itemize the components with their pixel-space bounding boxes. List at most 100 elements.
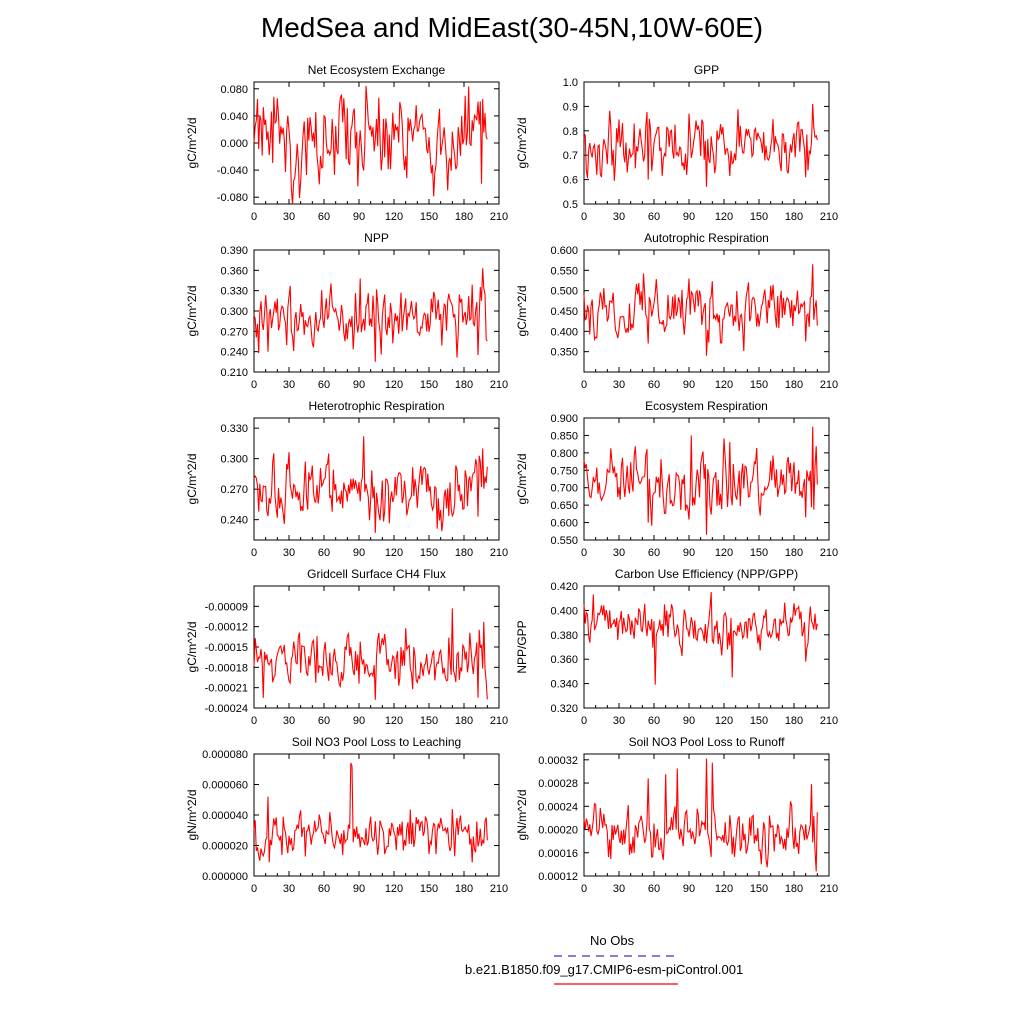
series-line [583, 103, 818, 187]
chart-title: GPP [694, 63, 719, 77]
x-tick-label: 0 [251, 883, 257, 895]
series-line [253, 608, 488, 700]
y-tick-label: 0.900 [550, 413, 578, 425]
x-tick-label: 0 [581, 883, 587, 895]
page-title: MedSea and MidEast(30-45N,10W-60E) [260, 12, 764, 43]
x-tick-label: 150 [420, 547, 438, 559]
x-tick-label: 210 [820, 379, 838, 391]
y-tick-label: 0.00024 [538, 801, 578, 813]
y-tick-label: 0.00020 [538, 825, 578, 837]
x-tick-label: 150 [750, 379, 768, 391]
y-tick-label: 0.00028 [538, 778, 578, 790]
series-line [583, 426, 818, 535]
series-line [253, 436, 488, 533]
x-tick-label: 90 [353, 715, 365, 727]
y-tick-label: 0.8 [563, 126, 578, 138]
y-axis-label: gC/m^2/d [185, 622, 199, 673]
x-tick-label: 180 [785, 547, 803, 559]
y-tick-label: -0.00015 [205, 642, 248, 654]
y-tick-label: 0.800 [550, 448, 578, 460]
x-tick-label: 90 [353, 379, 365, 391]
y-tick-label: 0.360 [220, 265, 248, 277]
x-tick-label: 180 [785, 883, 803, 895]
y-tick-label: 0.600 [550, 245, 578, 257]
chart-panel-2: GPP gC/m^2/d 0 30 60 90 120 150 180 210 0.5 0.6 0.7 0… [515, 63, 838, 223]
chart-panel-4: Autotrophic Respiration gC/m^2/d 0 30 60 90 12… [515, 231, 838, 391]
x-tick-label: 210 [490, 379, 508, 391]
y-tick-label: 0.380 [550, 630, 578, 642]
plot-frame [583, 585, 830, 709]
x-tick-label: 120 [715, 211, 733, 223]
x-tick-label: 180 [785, 715, 803, 727]
x-tick-label: 210 [820, 715, 838, 727]
y-tick-label: 0.500 [550, 286, 578, 298]
y-tick-label: 0.300 [220, 454, 248, 466]
x-tick-label: 0 [581, 211, 587, 223]
x-tick-label: 120 [385, 883, 403, 895]
y-tick-label: -0.00024 [205, 703, 248, 715]
chart-title: Ecosystem Respiration [645, 399, 768, 413]
y-axis-label: gC/m^2/d [515, 118, 529, 169]
y-tick-label: 0.390 [220, 245, 248, 257]
x-tick-label: 30 [613, 547, 625, 559]
x-tick-label: 150 [750, 883, 768, 895]
chart-panel-9: Soil NO3 Pool Loss to Leaching gN/m^2/d 0 3… [185, 735, 508, 895]
x-tick-label: 180 [785, 211, 803, 223]
series-line [253, 762, 488, 863]
series-line [253, 268, 488, 362]
x-tick-label: 120 [715, 379, 733, 391]
x-tick-label: 210 [490, 547, 508, 559]
y-tick-label: 0.340 [550, 679, 578, 691]
x-tick-label: 30 [613, 715, 625, 727]
chart-panel-7: Gridcell Surface CH4 Flux gC/m^2/d 0 30 60 90… [185, 567, 508, 727]
chart-panel-1: Net Ecosystem Exchange gC/m^2/d 0 30 60 90 120… [185, 63, 508, 223]
x-tick-label: 90 [683, 715, 695, 727]
y-tick-label: 0.00032 [538, 755, 578, 767]
x-tick-label: 30 [283, 379, 295, 391]
x-tick-label: 30 [613, 379, 625, 391]
x-tick-label: 30 [613, 211, 625, 223]
x-tick-label: 60 [648, 715, 660, 727]
x-tick-label: 90 [353, 883, 365, 895]
y-tick-label: -0.00009 [205, 601, 248, 613]
x-tick-label: 180 [785, 379, 803, 391]
x-tick-label: 90 [683, 379, 695, 391]
x-tick-label: 150 [750, 211, 768, 223]
y-tick-label: 0.550 [550, 265, 578, 277]
y-tick-label: 0.400 [550, 326, 578, 338]
chart-title: Carbon Use Efficiency (NPP/GPP) [615, 567, 798, 581]
x-tick-label: 150 [750, 715, 768, 727]
y-tick-label: 0.000040 [202, 810, 248, 822]
y-tick-label: 0.320 [550, 703, 578, 715]
y-tick-label: 0.750 [550, 465, 578, 477]
chart-title: Soil NO3 Pool Loss to Leaching [292, 735, 461, 749]
x-tick-label: 180 [455, 715, 473, 727]
y-axis-label: gC/m^2/d [185, 286, 199, 337]
y-tick-label: 0.400 [550, 605, 578, 617]
y-tick-label: 0.300 [220, 306, 248, 318]
x-tick-label: 90 [683, 547, 695, 559]
y-axis-label: gN/m^2/d [185, 790, 199, 841]
y-axis-label: gC/m^2/d [515, 286, 529, 337]
x-tick-label: 150 [420, 715, 438, 727]
chart-title: Soil NO3 Pool Loss to Runoff [629, 735, 786, 749]
y-tick-label: 0.270 [220, 484, 248, 496]
x-tick-label: 60 [648, 211, 660, 223]
y-tick-label: 0.270 [220, 326, 248, 338]
x-tick-label: 120 [385, 715, 403, 727]
y-tick-label: 0.6 [563, 175, 578, 187]
y-tick-label: -0.00018 [205, 662, 248, 674]
x-tick-label: 120 [715, 883, 733, 895]
x-tick-label: 180 [455, 883, 473, 895]
y-tick-label: 0.350 [550, 347, 578, 359]
x-tick-label: 90 [683, 211, 695, 223]
y-tick-label: 0.000020 [202, 841, 248, 853]
plot-frame [583, 81, 830, 205]
y-axis-label: gC/m^2/d [515, 454, 529, 505]
x-tick-label: 0 [251, 547, 257, 559]
y-tick-label: 1.0 [563, 77, 578, 89]
y-axis-label: NPP/GPP [515, 620, 529, 673]
y-tick-label: 0.5 [563, 199, 578, 211]
y-tick-label: 0.850 [550, 430, 578, 442]
x-tick-label: 150 [420, 379, 438, 391]
